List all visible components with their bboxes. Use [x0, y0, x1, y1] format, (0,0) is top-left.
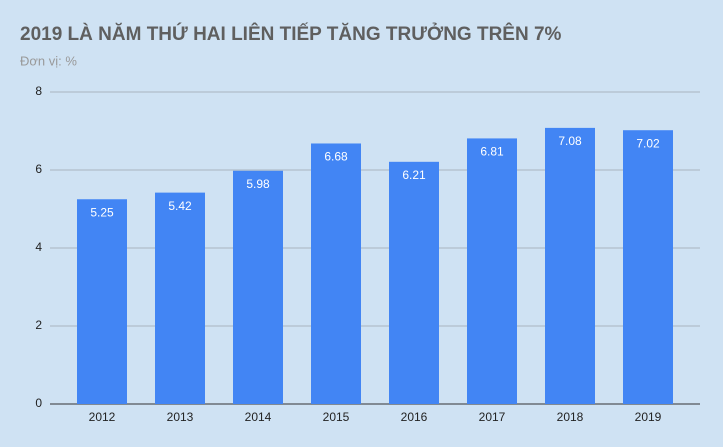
y-tick-label: 4	[35, 240, 42, 254]
bar	[389, 161, 439, 404]
bar	[311, 143, 361, 405]
bar	[155, 192, 205, 404]
bar	[545, 127, 595, 404]
data-label: 5.25	[90, 205, 114, 219]
data-label: 5.98	[246, 177, 270, 191]
y-tick-label: 6	[35, 162, 42, 176]
data-label: 6.21	[402, 168, 426, 182]
y-tick-label: 8	[35, 84, 42, 98]
y-tick-label: 2	[35, 318, 42, 332]
x-tick-label: 2017	[479, 410, 506, 424]
bar	[623, 130, 673, 404]
y-tick-label: 0	[35, 396, 42, 410]
data-label: 5.42	[168, 199, 192, 213]
bar	[233, 170, 283, 404]
x-tick-label: 2019	[635, 410, 662, 424]
x-tick-label: 2012	[89, 410, 116, 424]
data-label: 7.02	[636, 136, 660, 150]
x-tick-label: 2016	[401, 410, 428, 424]
x-tick-label: 2015	[323, 410, 350, 424]
bar	[467, 138, 517, 404]
chart-subtitle: Đơn vị: %	[20, 53, 77, 68]
x-tick-label: 2013	[167, 410, 194, 424]
data-label: 6.68	[324, 150, 348, 164]
data-label: 6.81	[480, 145, 504, 159]
chart-title: 2019 LÀ NĂM THỨ HAI LIÊN TIẾP TĂNG TRƯỞN…	[20, 23, 562, 45]
x-tick-label: 2018	[557, 410, 584, 424]
data-label: 7.08	[558, 134, 582, 148]
x-tick-label: 2014	[245, 410, 272, 424]
bar	[77, 199, 127, 404]
